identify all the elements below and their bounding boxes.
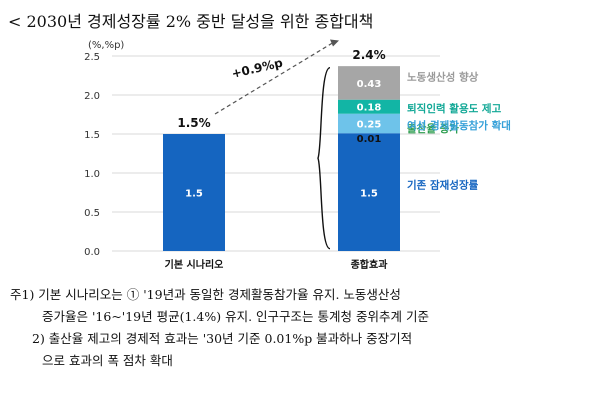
series-label-5: 노동생산성 향상 bbox=[407, 70, 479, 83]
footnote-2-line-2: 으로 효과의 폭 점차 확대 bbox=[42, 353, 173, 368]
series-label-1: 기존 잠재성장률 bbox=[407, 179, 479, 192]
total-label: 1.5% bbox=[177, 116, 210, 130]
series-label-3: 여성 경제활동참가 확대 bbox=[407, 119, 511, 132]
data-label: 0.25 bbox=[357, 119, 382, 130]
bar-segment-2 bbox=[338, 133, 400, 135]
y-tick-label: 0.5 bbox=[84, 208, 100, 219]
y-tick-label: 2.5 bbox=[84, 52, 100, 63]
footnote-2-line-1: 2) 출산율 제고의 경제적 효과는 '30년 기준 0.01%p 불과하나 중… bbox=[32, 331, 413, 346]
data-label: 0.18 bbox=[357, 103, 382, 114]
growth-arrow-line bbox=[214, 40, 336, 115]
series-label-2: 출산율 증가 bbox=[407, 122, 459, 135]
bar-segment-3 bbox=[338, 113, 400, 134]
bar-segment-1 bbox=[163, 134, 225, 251]
bar-segment-4 bbox=[338, 99, 400, 114]
footnote-1-line-2: 증가율은 '16~'19년 평균(1.4%) 유지. 인구구조는 통계청 중위추… bbox=[42, 309, 429, 324]
y-tick-label: 2.0 bbox=[84, 91, 100, 102]
total-label: 2.4% bbox=[352, 48, 385, 62]
data-label: 0.01 bbox=[357, 134, 382, 145]
series-label-4: 퇴직인력 활용도 제고 bbox=[407, 102, 502, 115]
footnotes: 주1) 기본 시나리오는 ① '19년과 동일한 경제활동참가율 유지. 노동생… bbox=[10, 284, 595, 372]
x-category-label: 기본 시나리오 bbox=[165, 258, 224, 271]
growth-arrow-head bbox=[330, 39, 339, 47]
growth-bar-chart: (%,%p) 0.0 0.5 1.0 1.5 2.0 2.5 1.5 기본 시나리오 1.5% 1.… bbox=[84, 39, 511, 271]
data-label: 0.43 bbox=[357, 79, 382, 90]
footnote-1-line-1: 주1) 기본 시나리오는 ① '19년과 동일한 경제활동참가율 유지. 노동생… bbox=[10, 287, 401, 302]
data-label: 1.5 bbox=[185, 189, 203, 200]
y-tick-label: 0.0 bbox=[84, 247, 100, 258]
x-category-label: 종합효과 bbox=[351, 258, 389, 271]
data-label: 1.5 bbox=[360, 189, 378, 200]
bar-segment-1 bbox=[338, 134, 400, 251]
grouping-brace bbox=[317, 67, 331, 250]
page-heading: < 2030년 경제성장률 2% 중반 달성을 위한 종합대책 bbox=[8, 12, 374, 31]
y-tick-label: 1.0 bbox=[84, 169, 100, 180]
bar-segment-5 bbox=[338, 66, 400, 100]
y-tick-label: 1.5 bbox=[84, 130, 100, 141]
y-axis-unit: (%,%p) bbox=[88, 40, 124, 51]
